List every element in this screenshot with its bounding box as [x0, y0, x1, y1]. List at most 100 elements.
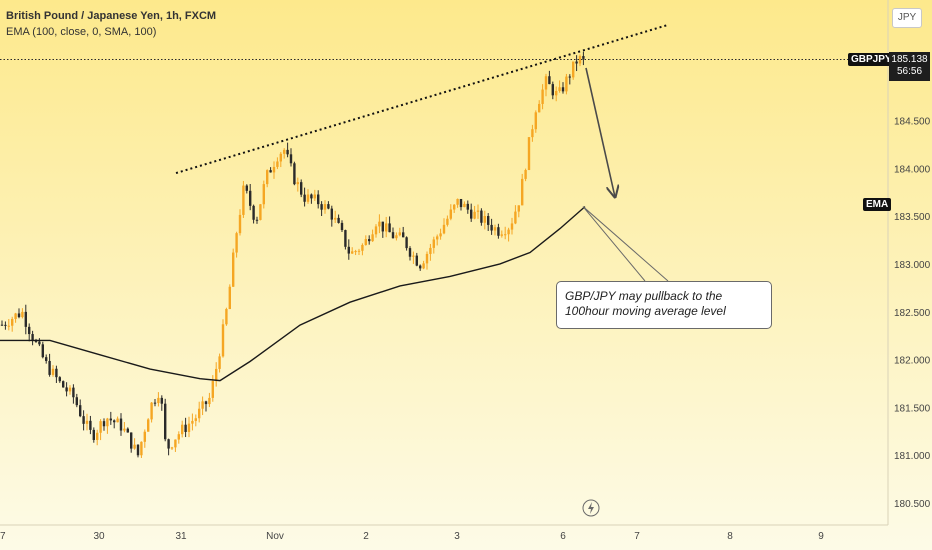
candle-body	[0, 324, 4, 326]
candle-body	[544, 76, 548, 90]
resistance-trendline	[175, 23, 669, 175]
candle-body	[483, 216, 486, 223]
candle-body	[89, 420, 92, 430]
candle-body	[113, 420, 116, 423]
candle-body	[293, 163, 296, 185]
symbol-tag: GBPJPY	[848, 53, 895, 66]
candle-body	[347, 246, 350, 254]
candle-body	[534, 112, 537, 130]
candle-body	[252, 205, 255, 220]
candle-body	[272, 166, 276, 173]
candle-body	[354, 251, 357, 253]
candle-body	[395, 235, 398, 239]
candle-body	[41, 344, 44, 358]
candle-body	[541, 89, 544, 104]
candle-body	[245, 185, 248, 191]
candle-body	[28, 326, 31, 335]
candle-body	[249, 190, 252, 206]
candle-body	[446, 218, 449, 225]
candle-body	[442, 224, 446, 234]
x-tick-label: 3	[454, 531, 460, 542]
y-tick-label: 183.000	[894, 260, 931, 271]
candle-body	[198, 408, 201, 419]
x-tick-label: 2	[363, 531, 369, 542]
candle-body	[238, 214, 242, 234]
candle-body	[391, 232, 395, 239]
candle-body	[177, 434, 180, 440]
candle-body	[201, 401, 204, 409]
ema-tag: EMA	[863, 198, 892, 211]
chart-title: British Pound / Japanese Yen, 1h, FXCM	[6, 10, 217, 22]
candle-body	[187, 423, 191, 432]
y-tick-label: 184.500	[894, 117, 931, 128]
last-price-value: 185.138	[891, 54, 928, 65]
candle-body	[340, 222, 344, 231]
currency-button[interactable]: JPY	[892, 8, 922, 28]
candle-body	[524, 169, 527, 179]
candle-body	[364, 239, 367, 245]
candle-body	[215, 368, 218, 382]
y-tick-label: 182.500	[894, 308, 931, 319]
candle-body	[313, 194, 316, 199]
candle-body	[555, 90, 558, 96]
candle-body	[351, 251, 354, 254]
x-tick-label: 7	[634, 531, 640, 542]
candle-body	[466, 203, 469, 210]
annotation-callout[interactable]: GBP/JPY may pullback to the 100hour movi…	[556, 281, 772, 329]
candle-body	[102, 421, 106, 427]
candle-body	[402, 232, 405, 238]
candle-body	[99, 421, 102, 433]
candle-body	[204, 401, 208, 405]
candle-body	[48, 360, 51, 375]
candle-body	[381, 221, 384, 232]
candle-body	[317, 194, 320, 205]
candle-body	[79, 405, 82, 417]
candle-body	[531, 129, 534, 138]
candle-body	[68, 387, 72, 392]
candle-body	[578, 56, 582, 64]
y-tick-label: 184.000	[894, 164, 931, 175]
candle-body	[306, 194, 310, 202]
indicator-legend[interactable]: EMA (100, close, 0, SMA, 100)	[6, 26, 157, 38]
candle-body	[493, 227, 497, 231]
candle-body	[130, 432, 133, 449]
candle-body	[473, 211, 476, 219]
candle-body	[459, 198, 463, 208]
candle-body	[133, 444, 136, 449]
candle-body	[412, 255, 415, 257]
candle-body	[368, 239, 371, 242]
candle-body	[34, 341, 38, 343]
lightning-icon[interactable]	[582, 499, 600, 517]
candle-body	[551, 84, 554, 96]
candle-body	[126, 428, 129, 433]
candle-body	[463, 203, 466, 208]
candle-body	[456, 198, 459, 205]
candle-body	[521, 178, 524, 206]
candle-body	[320, 204, 323, 210]
last-price-tag: 185.138 56:56	[889, 52, 930, 81]
x-tick-label: 31	[175, 531, 187, 542]
candle-body	[269, 170, 272, 173]
pullback-arrow	[585, 67, 615, 197]
candle-body	[85, 420, 89, 424]
candle-body	[255, 219, 259, 221]
candle-body	[337, 217, 340, 223]
candle-body	[279, 153, 282, 162]
candle-body	[558, 87, 561, 91]
y-tick-label: 181.000	[894, 451, 931, 462]
candle-body	[184, 424, 187, 432]
candle-body	[181, 424, 184, 435]
candle-body	[259, 204, 262, 220]
candle-body	[143, 431, 146, 442]
candle-body	[242, 185, 245, 215]
candle-body	[58, 377, 61, 382]
candle-body	[425, 253, 429, 264]
candle-body	[262, 184, 265, 205]
candle-body	[45, 357, 48, 361]
x-tick-label: 27	[0, 531, 6, 542]
candle-body	[323, 204, 327, 210]
candle-body	[109, 418, 112, 421]
candle-body	[232, 252, 235, 287]
